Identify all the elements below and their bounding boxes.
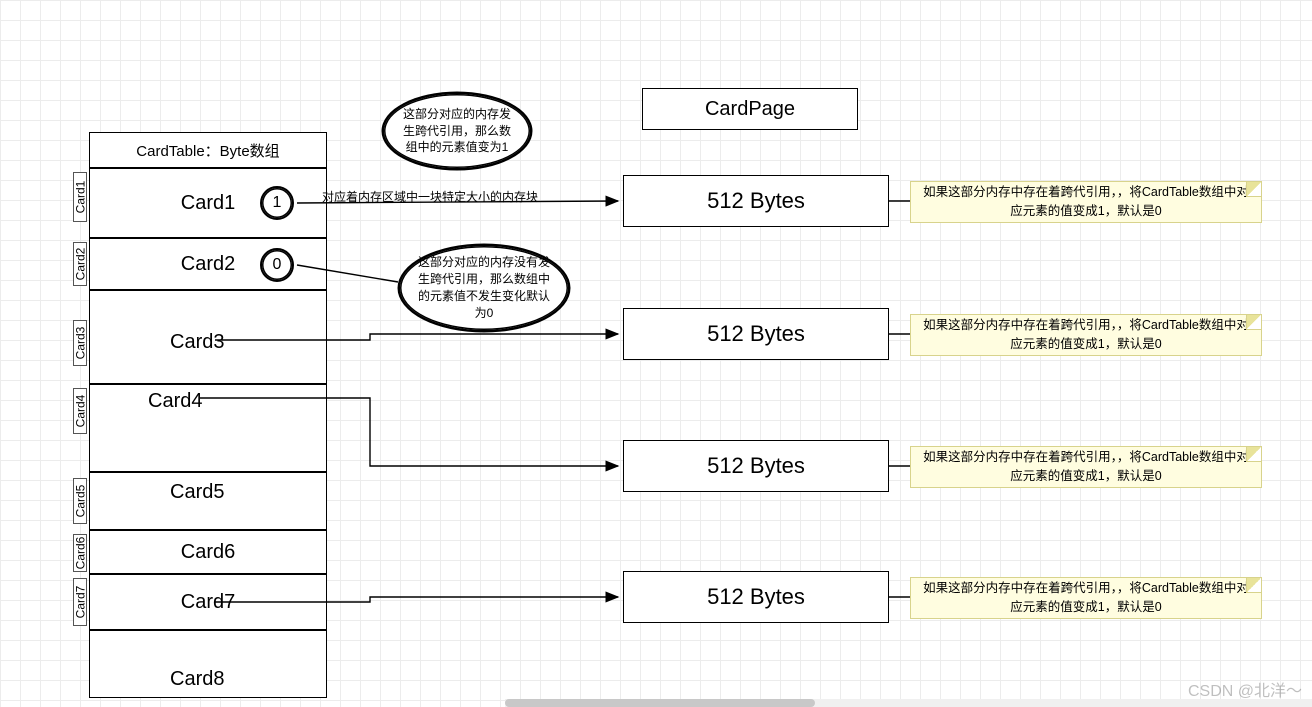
card-row: Card7 [89,574,327,630]
side-label: Card7 [73,578,87,626]
ellipse-note-2: 这部分对应的内存没有发生跨代引用，那么数组中的元素值不发生变化默认为0 [398,244,570,332]
cardtable-header-text: CardTable：Byte数组 [136,140,279,161]
card-row-label: Card1 [181,192,235,215]
sticky-text: 如果这部分内存中存在着跨代引用，，将CardTable数组中对应元素的值变成1，… [921,316,1251,354]
cardtable-header: CardTable：Byte数组 [89,132,327,168]
side-label: Card3 [73,320,87,366]
side-label: Card6 [73,534,87,572]
value-circle-text: 1 [273,194,282,212]
card-row-label: Card5 [170,481,224,504]
sticky-text: 如果这部分内存中存在着跨代引用，，将CardTable数组中对应元素的值变成1，… [921,183,1251,221]
side-label: Card1 [73,172,87,222]
bytes-box: 512 Bytes [623,440,889,492]
card-row-label: Card6 [181,541,235,564]
diagram-canvas: CardPage CardTable：Byte数组 Card1 Card2 Ca… [0,0,1312,707]
bytes-box: 512 Bytes [623,175,889,227]
sticky-note: 如果这部分内存中存在着跨代引用，，将CardTable数组中对应元素的值变成1，… [910,577,1262,619]
card-row: Card5 [89,472,327,530]
bytes-text: 512 Bytes [707,453,805,479]
watermark: CSDN @北洋～ [1188,677,1302,701]
arrow-caption: 对应着内存区域中一块特定大小的内存块 [322,188,538,205]
sticky-note: 如果这部分内存中存在着跨代引用，，将CardTable数组中对应元素的值变成1，… [910,446,1262,488]
bytes-text: 512 Bytes [707,188,805,214]
bytes-text: 512 Bytes [707,321,805,347]
card-row: Card8 [89,630,327,698]
card-row: Card3 [89,290,327,384]
card-row-label: Card4 [148,390,202,413]
sticky-text: 如果这部分内存中存在着跨代引用，，将CardTable数组中对应元素的值变成1，… [921,448,1251,486]
ellipse-note-text: 这部分对应的内存没有发生跨代引用，那么数组中的元素值不发生变化默认为0 [414,254,554,321]
side-label: Card4 [73,388,87,434]
horizontal-scrollbar[interactable] [505,699,1312,707]
ellipse-note-1: 这部分对应的内存发生跨代引用，那么数组中的元素值变为1 [382,92,532,170]
value-circle: 0 [260,248,294,282]
side-label: Card5 [73,478,87,524]
bytes-box: 512 Bytes [623,571,889,623]
cardpage-title-box: CardPage [642,88,858,130]
card-row: Card4 [89,384,327,472]
sticky-note: 如果这部分内存中存在着跨代引用，，将CardTable数组中对应元素的值变成1，… [910,181,1262,223]
card-row-label: Card7 [181,591,235,614]
card-row: Card6 [89,530,327,574]
card-row-label: Card8 [170,668,224,691]
value-circle-text: 0 [273,256,282,274]
card-row-label: Card2 [181,253,235,276]
card-row-label: Card3 [170,331,224,354]
scrollbar-thumb[interactable] [505,699,815,707]
cardpage-title-text: CardPage [705,98,795,121]
ellipse-note-text: 这部分对应的内存发生跨代引用，那么数组中的元素值变为1 [398,106,516,156]
sticky-text: 如果这部分内存中存在着跨代引用，，将CardTable数组中对应元素的值变成1，… [921,579,1251,617]
value-circle: 1 [260,186,294,220]
side-label: Card2 [73,242,87,286]
bytes-text: 512 Bytes [707,584,805,610]
sticky-note: 如果这部分内存中存在着跨代引用，，将CardTable数组中对应元素的值变成1，… [910,314,1262,356]
bytes-box: 512 Bytes [623,308,889,360]
